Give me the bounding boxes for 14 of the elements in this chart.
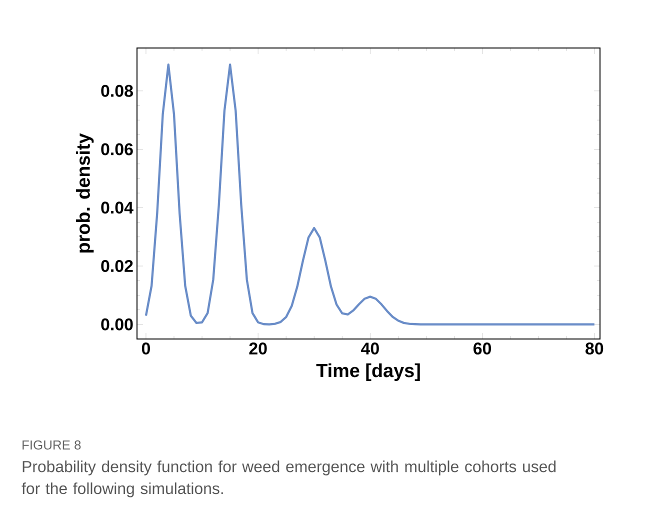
x-axis-title: Time [days] [316,363,420,381]
y-tick-label: 0.06 [101,143,133,156]
x-tick-label: 20 [249,342,267,355]
x-tick-label: 0 [142,342,150,355]
text: Probability density function for weed emergence with multiple cohorts used for the following simulations. [22,460,556,498]
x-tick-label: 60 [474,342,492,355]
y-axis-title: prob. density [76,133,94,253]
y-tick-label: 0.02 [101,260,133,272]
y-tick-label: 0.08 [101,84,133,97]
y-tick-label: 0.00 [101,318,133,330]
caption: FIGURE 8 [22,440,81,450]
x-tick-label: 40 [361,342,379,355]
y-tick-label: 0.04 [101,202,134,214]
x-tick-label: 80 [586,342,604,355]
